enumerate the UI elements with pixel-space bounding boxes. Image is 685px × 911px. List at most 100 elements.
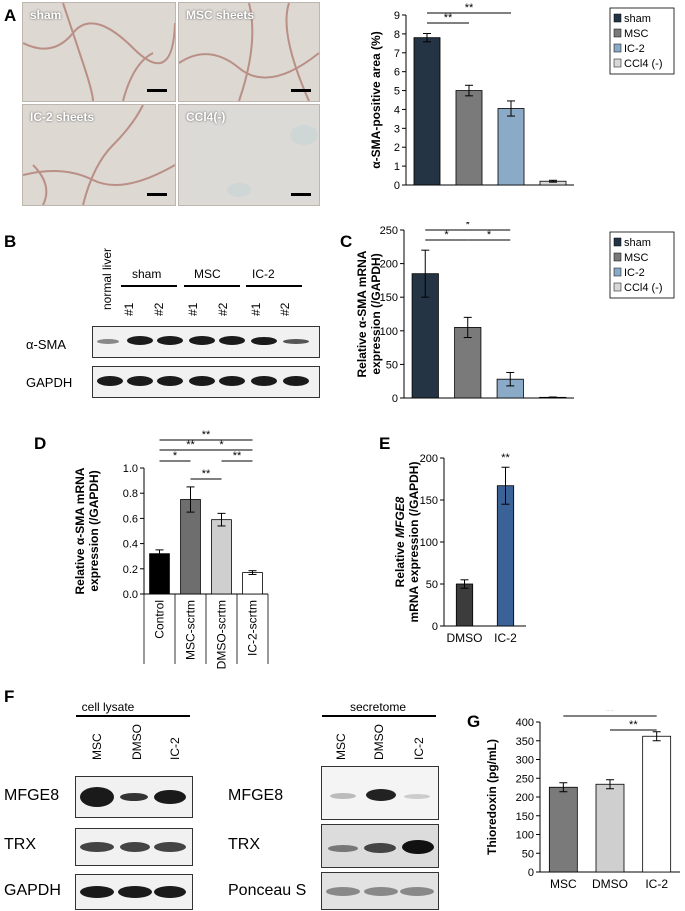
y-tick-label: 8 — [394, 29, 400, 41]
row-label: GAPDH — [4, 882, 61, 899]
y-tick-label: 0.0 — [123, 589, 138, 601]
bar-dmso-scrtm — [211, 519, 232, 595]
bar-msc — [455, 90, 483, 186]
y-axis-label: α-SMA-positive area (%) — [369, 31, 383, 168]
y-tick-label: 50 — [426, 579, 438, 591]
fibrosis-texture — [179, 3, 319, 101]
significance-marker: ** — [444, 12, 453, 24]
group-line-sham — [121, 285, 177, 287]
legend-label: IC-2 — [624, 43, 645, 55]
y-tick-label: 9 — [394, 10, 400, 22]
significance-marker: ** — [629, 719, 638, 731]
panel-letter-g: G — [467, 712, 481, 731]
legend-swatch — [613, 13, 622, 23]
western-blot-f-secretome: secretome MSC DMSO IC-2 MFGE8 TRX Poncea… — [228, 700, 458, 910]
y-tick-label: 0 — [394, 180, 400, 192]
micrograph-label: IC-2 sheets — [30, 110, 95, 124]
lane-label: IC-2 — [412, 737, 426, 760]
x-tick-label: IC-2 — [645, 877, 668, 891]
y-axis-label: expression (/GAPDH) — [369, 253, 383, 374]
y-tick-label: 150 — [380, 292, 398, 304]
y-axis-label: Relative α-SMA mRNA — [355, 250, 369, 377]
lane-label: MSC — [334, 733, 348, 760]
y-axis-label: expression (/GAPDH) — [87, 470, 101, 591]
blot-strip-trx — [321, 824, 439, 868]
legend-swatch — [613, 28, 622, 38]
group-label-ic2: IC-2 — [252, 267, 275, 281]
chart-g-thioredoxin: 0 50 100 150 200 250 300 350 400 MSC DMSO IC-2 Thior… — [485, 710, 680, 891]
bar-ic-2 — [497, 108, 525, 186]
lane-label: #1 — [186, 302, 200, 316]
y-axis-label: Thioredoxin (pg/mL) — [485, 739, 499, 855]
y-tick-label: 150 — [420, 495, 438, 507]
y-tick-label: 400 — [516, 717, 534, 729]
micrograph-label: CCl4(-) — [186, 110, 226, 124]
bar-sham — [413, 37, 441, 186]
legend-swatch — [613, 267, 622, 277]
y-tick-label: 150 — [516, 811, 534, 823]
y-tick-label: 200 — [420, 453, 438, 465]
significance-marker: ** — [606, 710, 615, 717]
micrograph-sham: sham — [22, 2, 176, 102]
lane-label: DMSO — [130, 724, 144, 760]
y-tick-label: 250 — [380, 225, 398, 237]
y-tick-label: 0.2 — [123, 564, 138, 576]
y-tick-label: 350 — [516, 736, 534, 748]
x-tick-label: Control — [153, 600, 167, 639]
bar-ic-2 — [642, 735, 672, 873]
blot-strip-mfge8 — [75, 776, 193, 818]
bar-ic-2-scrtm — [242, 572, 263, 595]
blot-strip-mfge8 — [321, 766, 439, 820]
x-tick-label: DMSO — [592, 877, 628, 891]
significance-marker: ** — [202, 468, 211, 480]
panel-letter-c: C — [340, 232, 353, 251]
y-tick-label: 100 — [380, 326, 398, 338]
row-label-asma: α-SMA — [26, 337, 67, 352]
row-label: MFGE8 — [228, 787, 284, 804]
y-axis-label-line2: mRNA expression (/GAPDH) — [407, 462, 421, 623]
significance-marker: ** — [233, 450, 242, 462]
micrograph-ic2: IC-2 sheets — [22, 104, 176, 206]
significance-marker: ** — [501, 452, 510, 464]
x-tick-label: DMSO — [447, 631, 483, 645]
legend-label: MSC — [624, 252, 649, 264]
chart-d-mrna: 0.0 0.2 0.4 0.6 0.8 1.0 Control MSC-scrtm DMSO-s… — [73, 430, 269, 669]
bar-ic-2 — [496, 485, 515, 627]
legend-label: sham — [624, 13, 651, 25]
y-tick-label: 6 — [394, 67, 400, 79]
panel-letter-a: A — [4, 6, 17, 25]
row-label: Ponceau S — [228, 882, 307, 899]
y-tick-label: 0 — [528, 867, 534, 879]
x-tick-label: IC-2 — [494, 631, 517, 645]
micrograph-label: MSC sheets — [186, 8, 255, 22]
lane-label: IC-2 — [168, 737, 182, 760]
y-tick-label: 5 — [394, 86, 400, 98]
scale-bar — [291, 89, 311, 92]
legend-label: CCl4 (-) — [624, 282, 663, 294]
lane-label: #2 — [152, 302, 166, 316]
y-tick-label: 250 — [516, 773, 534, 785]
lane-label: #2 — [216, 302, 230, 316]
fibrosis-texture — [23, 3, 175, 101]
lane-header-normal-liver: normal liver — [100, 247, 114, 310]
legend-label: IC-2 — [624, 267, 645, 279]
y-tick-label: 0.4 — [123, 539, 138, 551]
vessel-texture — [227, 125, 318, 197]
blot-title-secretome: secretome — [349, 700, 407, 714]
y-tick-label: 100 — [516, 830, 534, 842]
lane-label: DMSO — [372, 724, 386, 760]
lane-label: #2 — [278, 302, 292, 316]
bar-dmso — [595, 783, 625, 873]
micrograph-label: sham — [30, 8, 62, 22]
y-tick-label: 200 — [380, 259, 398, 271]
y-tick-label: 50 — [386, 359, 398, 371]
blot-strip-gapdh — [75, 874, 193, 910]
y-tick-label: 0 — [432, 621, 438, 633]
bar-control — [149, 553, 170, 595]
western-blot-b: normal liver sham MSC IC-2 #1 #2 #1 #2 #… — [22, 240, 322, 420]
y-tick-label: 0.8 — [123, 488, 138, 500]
x-tick-label: MSC — [550, 877, 577, 891]
y-tick-label: 300 — [516, 755, 534, 767]
micrograph-ccl4: CCl4(-) — [178, 104, 320, 206]
y-tick-label: 100 — [420, 537, 438, 549]
